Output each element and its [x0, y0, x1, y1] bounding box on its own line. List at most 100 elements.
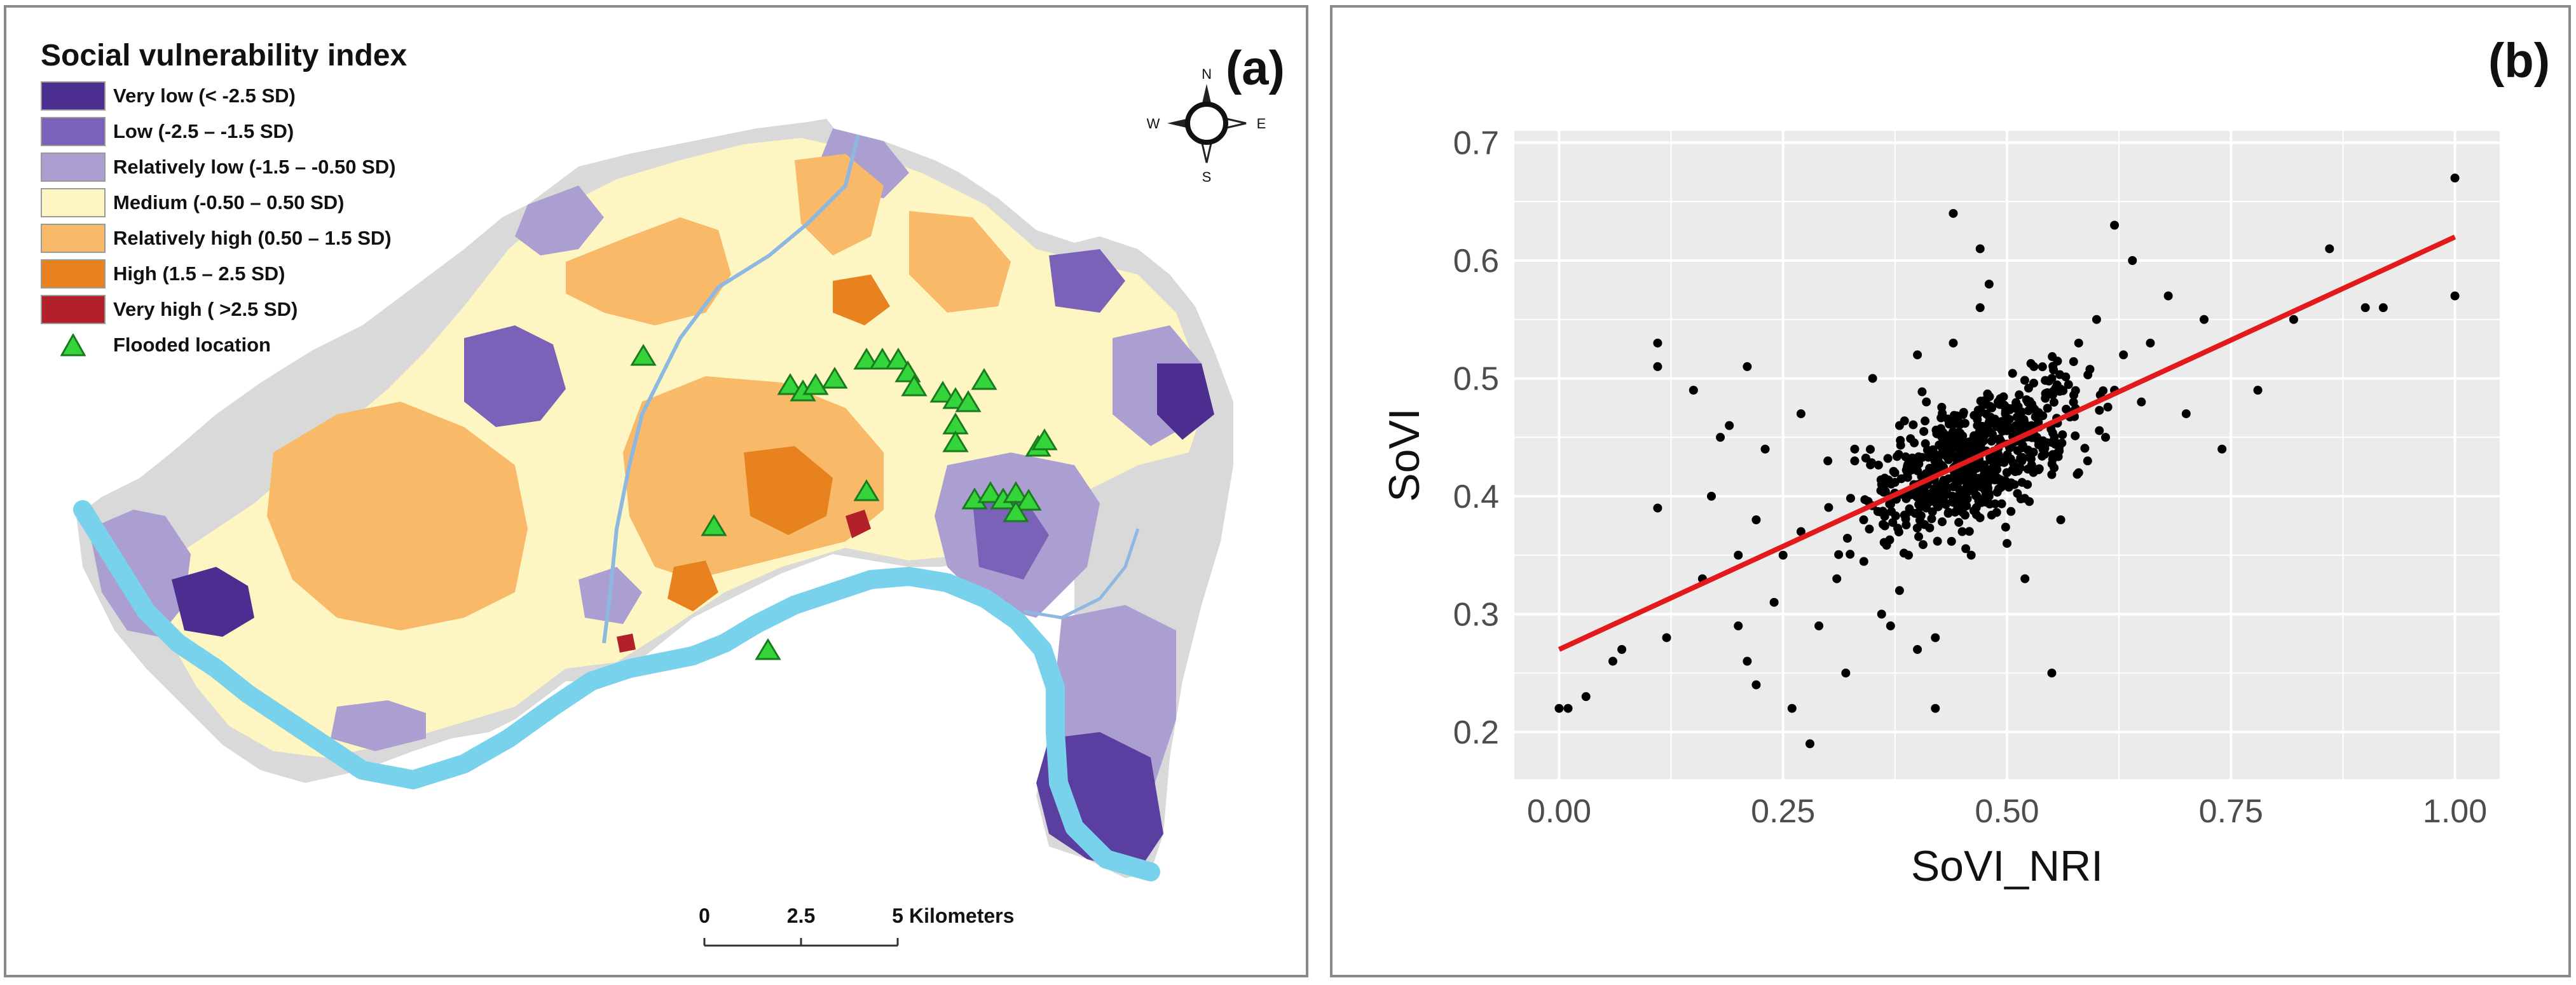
data-point — [1933, 536, 1942, 546]
data-point — [2003, 539, 2011, 548]
data-point — [2055, 446, 2064, 456]
flood-marker — [821, 367, 848, 389]
data-point — [1751, 515, 1761, 524]
compass-w: W — [1147, 116, 1160, 132]
data-point — [2181, 409, 2191, 419]
legend-label: Very low (< -2.5 SD) — [113, 85, 296, 107]
data-point — [1913, 350, 1922, 360]
data-point — [1875, 507, 1885, 517]
data-point — [2048, 352, 2057, 362]
zone-low-east — [973, 497, 1049, 580]
panel-b-label: (b) — [2488, 34, 2551, 88]
data-point — [1894, 450, 1903, 459]
data-point — [1943, 508, 1953, 518]
points — [1554, 173, 2460, 749]
flood-marker — [630, 344, 657, 366]
data-point — [1943, 474, 1953, 484]
zone-rel-low-west — [89, 510, 191, 637]
legend-swatch — [41, 295, 106, 324]
data-point — [1959, 407, 1968, 417]
data-point — [1990, 499, 2000, 508]
data-point — [2450, 173, 2460, 183]
data-point — [1890, 468, 1900, 477]
data-point — [2064, 380, 2073, 390]
legend-label: Relatively high (0.50 – 1.5 SD) — [113, 227, 392, 249]
data-point — [2013, 402, 2023, 411]
data-point — [1805, 739, 1814, 749]
data-point — [1880, 521, 1889, 531]
data-point — [1943, 432, 1953, 442]
data-point — [2058, 430, 2067, 440]
data-point — [1617, 645, 1627, 654]
legend-title: Social vulnerability index — [41, 39, 408, 72]
data-point — [1928, 487, 1938, 496]
data-point — [1910, 438, 1919, 447]
data-point — [1796, 409, 1805, 419]
data-point — [2095, 426, 2104, 435]
flood-marker — [955, 390, 982, 412]
data-point — [1980, 486, 1990, 495]
data-point — [1992, 465, 2002, 474]
data-point — [2015, 463, 2025, 473]
data-point — [1925, 523, 1935, 533]
data-point — [1999, 400, 2009, 410]
data-point — [1975, 244, 1985, 254]
data-point — [1919, 426, 1929, 436]
zone-low-nw — [464, 325, 566, 427]
data-point — [1868, 374, 1877, 383]
data-point — [2360, 303, 2370, 313]
data-point — [1903, 461, 1912, 470]
data-point — [2038, 451, 2047, 461]
data-point — [1846, 550, 1855, 559]
data-point — [2083, 456, 2092, 466]
x-tick-label: 0.75 — [2199, 793, 2263, 830]
data-point — [2030, 405, 2039, 414]
data-point — [1842, 534, 1852, 543]
flood-marker — [869, 348, 896, 370]
data-point — [1662, 633, 1671, 642]
data-point — [1689, 386, 1698, 395]
zone-low-ne — [1049, 249, 1125, 313]
data-point — [1900, 416, 1909, 426]
data-point — [2049, 365, 2059, 375]
legend-label: Flooded location — [113, 334, 271, 356]
legend-item-flooded: Flooded location — [41, 328, 271, 362]
data-point — [1985, 392, 1994, 402]
data-point — [1987, 437, 1996, 446]
zone-rel-high-north — [566, 217, 731, 325]
flood-marker — [701, 514, 727, 536]
data-point — [1972, 491, 1982, 501]
data-point — [2038, 362, 2047, 372]
x-tick-label: 0.00 — [1527, 793, 1591, 830]
data-point — [1743, 362, 1752, 371]
data-point — [1876, 475, 1886, 485]
data-point — [1899, 548, 1908, 558]
flood-marker — [971, 368, 997, 390]
data-point — [2057, 438, 2067, 448]
data-point — [1949, 411, 1959, 420]
zone-very-low-se — [1036, 732, 1163, 872]
data-point — [1947, 536, 1956, 546]
data-point — [2043, 404, 2052, 413]
data-point — [2041, 389, 2050, 398]
data-point — [1935, 481, 1944, 491]
data-point — [1917, 387, 1927, 397]
data-point — [2002, 453, 2011, 463]
data-point — [2062, 404, 2071, 414]
zone-rel-high-west — [267, 402, 528, 630]
data-point — [1978, 436, 1988, 445]
data-point — [1908, 420, 1918, 430]
data-point — [1985, 412, 1995, 422]
flood-marker — [1031, 428, 1058, 451]
data-point — [1846, 494, 1855, 503]
data-point — [1995, 434, 2004, 444]
y-tick-labels: 0.2 0.3 0.4 0.5 0.6 0.7 — [1453, 125, 1499, 751]
data-point — [2049, 397, 2059, 407]
data-point — [2056, 515, 2066, 524]
compass-n: N — [1202, 66, 1212, 82]
data-point — [1885, 535, 1894, 545]
zone-very-low-east — [1157, 363, 1214, 440]
data-point — [1751, 680, 1761, 690]
data-point — [2074, 338, 2083, 348]
legend-label: High (1.5 – 2.5 SD) — [113, 262, 285, 285]
